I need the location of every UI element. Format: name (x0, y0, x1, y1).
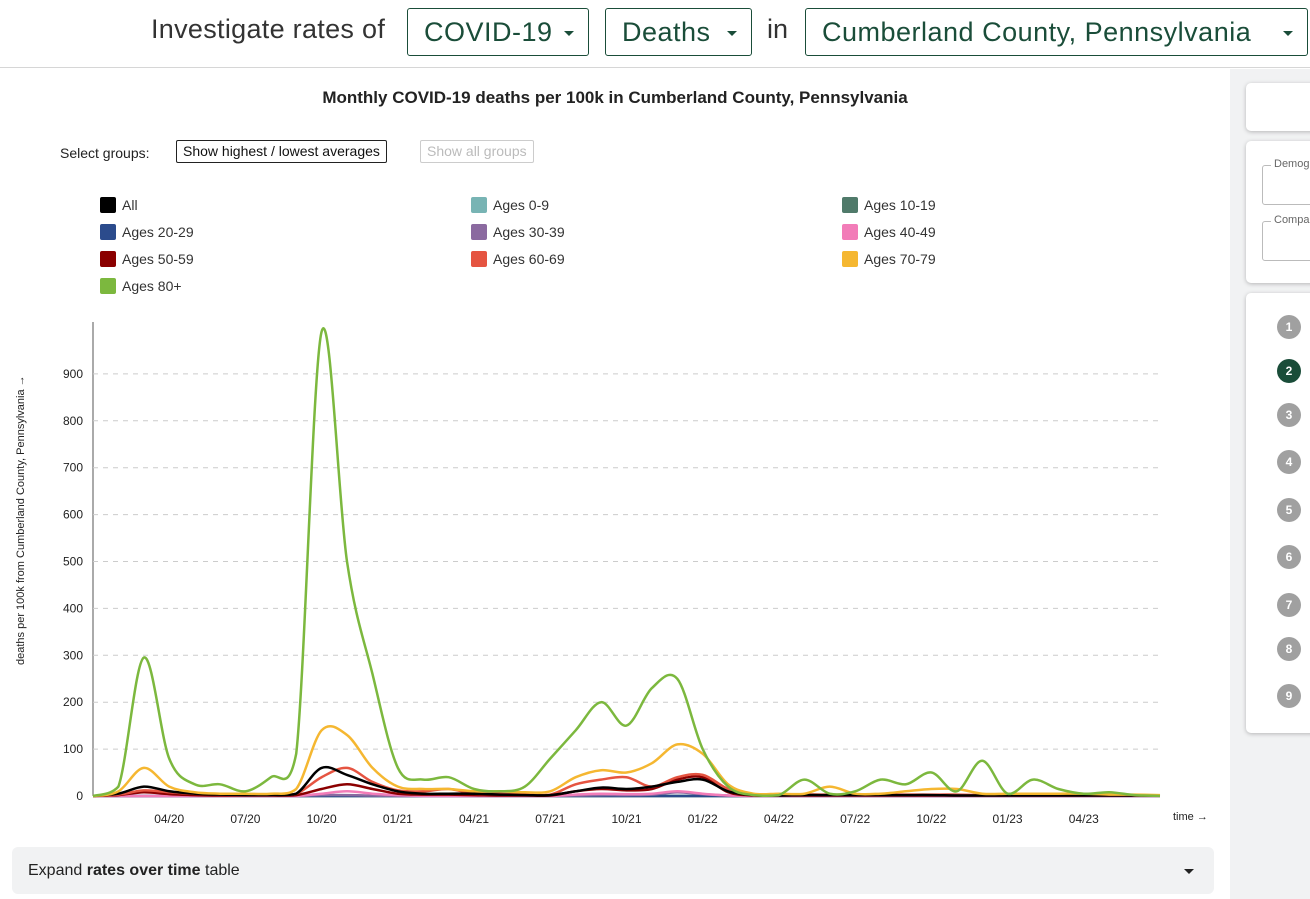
intro-text: Investigate rates of (151, 14, 386, 44)
chevron-down-icon (727, 31, 737, 36)
step-marker[interactable]: 7 (1277, 593, 1301, 617)
top-bar: Investigate rates of COVID-19 Deaths in … (0, 0, 1310, 68)
series-line[interactable] (92, 327, 1161, 798)
legend-item[interactable]: All (100, 197, 138, 213)
y-tick-label: 300 (63, 648, 83, 662)
y-tick-label: 100 (63, 742, 83, 756)
right-panel: Demog Compa (1230, 69, 1310, 899)
y-tick-label: 500 (63, 555, 83, 569)
demographic-field-label: Demog (1271, 158, 1310, 170)
measure-dropdown[interactable]: Deaths (605, 8, 752, 56)
legend-label: Ages 10-19 (864, 197, 936, 213)
x-tick-label: 01/22 (688, 812, 718, 826)
legend-label: Ages 80+ (122, 278, 182, 294)
legend-label: Ages 40-49 (864, 224, 936, 240)
x-tick-label: 10/22 (916, 812, 946, 826)
x-tick-label: 07/20 (230, 812, 260, 826)
expand-suffix: table (200, 861, 240, 879)
series-line[interactable] (92, 765, 1160, 798)
legend-label: Ages 70-79 (864, 251, 936, 267)
highest-lowest-button[interactable]: Show highest / lowest averages (176, 140, 387, 163)
chevron-down-icon (1184, 869, 1194, 874)
step-marker[interactable]: 6 (1277, 545, 1301, 569)
step-marker[interactable]: 3 (1277, 403, 1301, 427)
panel-card-top (1246, 83, 1310, 131)
legend-item[interactable]: Ages 0-9 (471, 197, 549, 213)
y-axis-label: deaths per 100k from Cumberland County, … (15, 375, 27, 665)
measure-value: Deaths (622, 16, 711, 47)
show-all-groups-button[interactable]: Show all groups (420, 140, 534, 163)
series-line[interactable] (92, 724, 1161, 798)
x-tick-label: 04/23 (1069, 812, 1099, 826)
select-groups-label: Select groups: (60, 145, 150, 161)
legend-swatch (100, 278, 116, 294)
legend-swatch (842, 197, 858, 213)
legend-swatch (471, 224, 487, 240)
connector-text: in (767, 14, 789, 44)
x-tick-label: 10/21 (611, 812, 641, 826)
legend-swatch (100, 197, 116, 213)
legend-swatch (100, 224, 116, 240)
legend-swatch (842, 251, 858, 267)
x-tick-label: 07/22 (840, 812, 870, 826)
legend-swatch (471, 251, 487, 267)
step-marker[interactable]: 1 (1277, 315, 1301, 339)
legend-label: Ages 60-69 (493, 251, 565, 267)
step-marker[interactable]: 4 (1277, 450, 1301, 474)
step-marker[interactable]: 2 (1277, 359, 1301, 383)
step-marker[interactable]: 8 (1277, 637, 1301, 661)
location-value: Cumberland County, Pennsylvania (822, 16, 1252, 47)
x-tick-label: 04/22 (764, 812, 794, 826)
panel-card-filters: Demog Compa (1246, 141, 1310, 283)
y-tick-label: 0 (76, 789, 83, 803)
expand-bold: rates over time (86, 861, 201, 879)
legend-label: Ages 30-39 (493, 224, 565, 240)
legend-label: All (122, 197, 138, 213)
legend-swatch (471, 197, 487, 213)
expand-table-toggle[interactable]: Expand rates over time table (12, 847, 1214, 894)
y-tick-label: 200 (63, 695, 83, 709)
legend-swatch (842, 224, 858, 240)
legend-item[interactable]: Ages 70-79 (842, 251, 936, 267)
legend-item[interactable]: Ages 40-49 (842, 224, 936, 240)
legend-swatch (100, 251, 116, 267)
location-dropdown[interactable]: Cumberland County, Pennsylvania (805, 8, 1308, 56)
legend-label: Ages 20-29 (122, 224, 194, 240)
demographic-field[interactable]: Demog (1262, 158, 1310, 205)
y-tick-label: 600 (63, 508, 83, 522)
compare-field[interactable]: Compa (1262, 214, 1310, 261)
step-marker[interactable]: 5 (1277, 498, 1301, 522)
legend-item[interactable]: Ages 30-39 (471, 224, 565, 240)
x-tick-label: 04/21 (459, 812, 489, 826)
step-marker[interactable]: 9 (1277, 684, 1301, 708)
line-chart: 0 100 200 300 400 500 600 700 800 900 04/20 07/20 10… (63, 322, 1161, 826)
condition-value: COVID-19 (424, 16, 553, 47)
legend-label: Ages 50-59 (122, 251, 194, 267)
x-tick-label: 10/20 (307, 812, 337, 826)
condition-dropdown[interactable]: COVID-19 (407, 8, 589, 56)
x-axis-label: time → (1173, 811, 1208, 823)
y-tick-label: 900 (63, 367, 83, 381)
legend-item[interactable]: Ages 20-29 (100, 224, 194, 240)
chevron-down-icon (564, 31, 574, 36)
chevron-down-icon (1283, 31, 1293, 36)
x-tick-label: 07/21 (535, 812, 565, 826)
chart-title: Monthly COVID-19 deaths per 100k in Cumb… (322, 88, 908, 107)
x-tick-label: 01/23 (993, 812, 1023, 826)
legend-label: Ages 0-9 (493, 197, 550, 213)
y-tick-label: 400 (63, 601, 83, 615)
compare-field-label: Compa (1271, 214, 1310, 226)
legend-item[interactable]: Ages 10-19 (842, 197, 936, 213)
y-tick-label: 800 (63, 414, 83, 428)
legend-item[interactable]: Ages 50-59 (100, 251, 194, 267)
x-tick-label: 01/21 (383, 812, 413, 826)
legend-item[interactable]: Ages 80+ (100, 278, 182, 294)
y-tick-label: 700 (63, 461, 83, 475)
legend-item[interactable]: Ages 60-69 (471, 251, 565, 267)
x-tick-label: 04/20 (154, 812, 184, 826)
expand-prefix: Expand (28, 861, 87, 879)
chart-area: Monthly COVID-19 deaths per 100k in Cumb… (0, 69, 1230, 899)
